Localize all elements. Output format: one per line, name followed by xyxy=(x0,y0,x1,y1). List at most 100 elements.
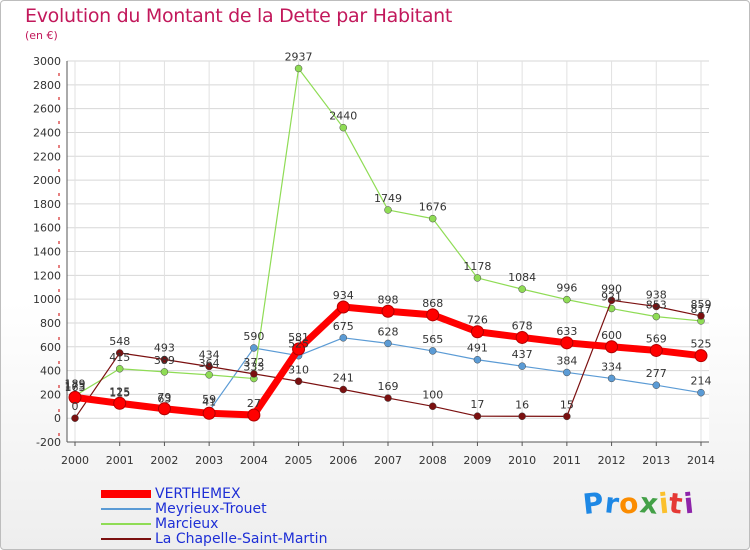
data-point xyxy=(652,302,661,311)
data-point xyxy=(697,388,705,397)
data-point xyxy=(563,295,571,304)
y-tick-label: 2200 xyxy=(33,150,61,163)
data-label: 628 xyxy=(378,325,399,338)
data-point xyxy=(113,396,127,410)
data-label: 189 xyxy=(65,378,86,391)
data-label: 938 xyxy=(646,289,667,302)
data-label: 1749 xyxy=(374,192,402,205)
data-point xyxy=(160,355,169,364)
data-point xyxy=(115,349,124,357)
data-point xyxy=(71,414,79,422)
x-tick-label: 2003 xyxy=(195,454,223,467)
data-label: 1084 xyxy=(508,271,536,284)
x-tick-label: 2001 xyxy=(106,454,134,467)
data-point xyxy=(202,406,216,420)
data-point xyxy=(473,355,482,364)
data-label: 115 xyxy=(109,386,130,399)
data-point xyxy=(518,362,526,370)
y-tick-label: 1200 xyxy=(33,269,61,282)
data-label: 1676 xyxy=(419,201,447,214)
y-tick-label: 2800 xyxy=(33,79,61,92)
data-point xyxy=(384,394,392,402)
y-tick-label: 1000 xyxy=(33,293,61,306)
data-point xyxy=(607,374,616,383)
data-label: 163 xyxy=(65,381,86,394)
data-point xyxy=(250,370,258,378)
data-label: 384 xyxy=(556,354,577,367)
y-tick-label: 0 xyxy=(54,412,61,425)
data-label: 241 xyxy=(333,371,354,384)
data-point xyxy=(563,368,571,377)
data-label: 996 xyxy=(556,282,577,295)
data-point xyxy=(473,412,482,420)
y-tick-label: 600 xyxy=(40,341,61,354)
data-point xyxy=(292,342,306,356)
data-point xyxy=(68,390,82,404)
x-tick-label: 2009 xyxy=(463,454,491,467)
data-point xyxy=(339,334,348,342)
data-point xyxy=(605,340,619,354)
y-tick-label: 2400 xyxy=(33,126,61,139)
data-label: 921 xyxy=(601,291,622,304)
legend-label: Marcieux xyxy=(155,516,219,532)
data-label: 389 xyxy=(154,354,175,367)
logo-letter: P xyxy=(581,485,607,522)
data-point xyxy=(607,296,616,305)
data-point xyxy=(515,330,529,344)
data-label: 175 xyxy=(65,379,86,392)
data-point xyxy=(294,64,303,73)
data-label: 334 xyxy=(601,360,622,373)
data-label: 853 xyxy=(646,299,667,312)
data-point xyxy=(336,300,350,314)
legend-swatch xyxy=(101,523,151,525)
data-label: 79 xyxy=(157,391,171,404)
data-label: 990 xyxy=(601,282,622,295)
data-label: 859 xyxy=(691,298,712,311)
data-point xyxy=(426,308,440,322)
data-label: 434 xyxy=(199,349,220,362)
data-point xyxy=(115,365,124,373)
data-point xyxy=(518,412,526,421)
data-label: 590 xyxy=(243,330,264,343)
data-label: 726 xyxy=(467,314,488,327)
data-label: 16 xyxy=(515,398,529,411)
x-tick-label: 2002 xyxy=(150,454,178,467)
legend-label: La Chapelle-Saint-Martin xyxy=(155,531,328,547)
data-point xyxy=(563,412,571,421)
data-label: 898 xyxy=(378,293,399,306)
x-tick-label: 2014 xyxy=(687,454,715,467)
data-point xyxy=(470,325,484,339)
x-tick-label: 2012 xyxy=(598,454,626,467)
data-point xyxy=(384,339,392,348)
chart-unit-label: (en €) xyxy=(25,29,58,42)
data-point xyxy=(160,368,169,376)
data-point xyxy=(205,362,213,371)
data-label: 169 xyxy=(378,380,399,393)
data-point xyxy=(205,371,213,379)
data-point xyxy=(339,385,348,394)
y-tick-label: 400 xyxy=(40,365,61,378)
data-label: 633 xyxy=(556,325,577,338)
data-label: 525 xyxy=(691,338,712,351)
data-label: 934 xyxy=(333,289,354,302)
data-label: 63 xyxy=(157,393,171,406)
x-tick-label: 2008 xyxy=(419,454,447,467)
legend-label: VERTHEMEX xyxy=(155,486,241,502)
data-label: 1178 xyxy=(463,260,491,273)
y-tick-label: 800 xyxy=(40,317,61,330)
data-point xyxy=(652,381,661,389)
data-label: 569 xyxy=(646,332,667,345)
data-point xyxy=(697,312,705,320)
y-tick-label: 2600 xyxy=(33,103,61,116)
data-label: 125 xyxy=(109,385,130,398)
data-point xyxy=(157,402,171,416)
data-label: 214 xyxy=(691,375,712,388)
legend-swatch xyxy=(101,508,151,510)
data-label: 364 xyxy=(199,357,220,370)
data-label: 17 xyxy=(470,398,484,411)
data-label: 415 xyxy=(109,351,130,364)
data-label: 372 xyxy=(243,356,264,369)
x-tick-label: 2005 xyxy=(285,454,313,467)
data-label: 59 xyxy=(202,393,216,406)
